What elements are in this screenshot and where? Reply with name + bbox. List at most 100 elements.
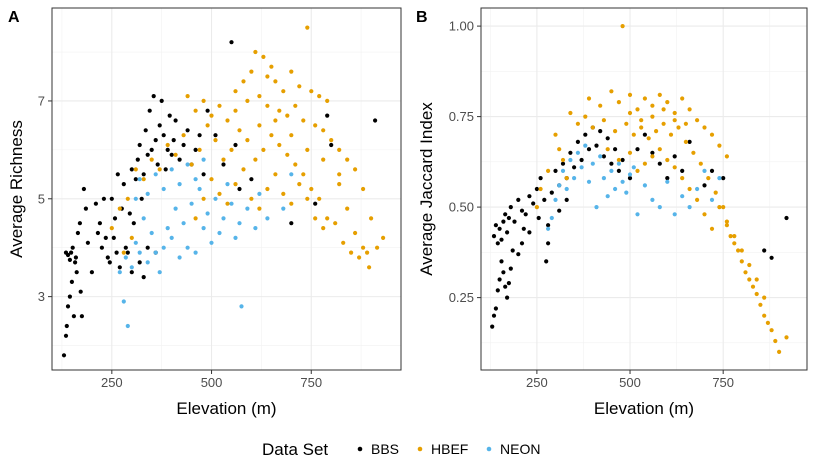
point-bbs (159, 98, 164, 103)
x-tick-label: 750 (712, 375, 734, 390)
point-hbef (680, 96, 685, 101)
point-hbef (616, 100, 622, 105)
point-bbs (769, 255, 774, 260)
point-hbef (201, 196, 206, 201)
point-bbs (67, 294, 72, 299)
point-hbef (165, 142, 170, 148)
point-bbs (560, 161, 566, 166)
point-hbef (317, 196, 322, 201)
point-bbs (490, 324, 495, 329)
point-bbs (109, 196, 114, 201)
point-neon (193, 250, 198, 255)
point-hbef (325, 98, 330, 103)
point-bbs (147, 108, 152, 113)
point-hbef (313, 123, 318, 128)
point-bbs (553, 168, 558, 173)
point-hbef (305, 196, 310, 201)
point-neon (201, 226, 206, 231)
y-tick-label: 7 (38, 93, 45, 108)
point-hbef (381, 235, 386, 240)
point-neon (557, 183, 562, 188)
point-bbs (531, 201, 536, 206)
point-bbs (501, 219, 506, 224)
point-neon (193, 177, 198, 182)
point-hbef (754, 291, 759, 297)
point-bbs (506, 281, 511, 286)
point-hbef (717, 143, 722, 148)
y-axis-title: Average Jaccard Index (417, 102, 436, 276)
point-hbef (253, 49, 258, 55)
point-hbef (205, 123, 210, 128)
series-hbef-a (109, 25, 386, 270)
point-hbef (654, 129, 659, 134)
point-hbef (289, 201, 294, 206)
point-bbs (289, 221, 294, 226)
point-bbs (635, 147, 640, 152)
point-hbef (620, 24, 625, 29)
point-neon (229, 201, 234, 206)
point-bbs (75, 230, 80, 236)
point-neon (702, 168, 707, 173)
point-hbef (627, 92, 633, 97)
point-bbs (167, 113, 172, 118)
point-bbs (61, 353, 67, 358)
point-neon (141, 216, 146, 221)
point-hbef (249, 196, 254, 201)
point-hbef (657, 147, 662, 152)
point-hbef (193, 108, 198, 113)
y-tick-label: 0.25 (449, 290, 474, 305)
series-bbs-b (490, 125, 789, 329)
panel-border-a (51, 7, 402, 371)
series-hbef-b (534, 24, 789, 354)
point-hbef (736, 248, 741, 253)
point-hbef (265, 74, 270, 79)
point-neon (579, 165, 584, 170)
point-bbs (65, 252, 71, 258)
point-hbef (225, 118, 230, 123)
point-neon (624, 190, 629, 195)
point-hbef (361, 245, 366, 250)
point-neon (125, 323, 130, 329)
point-bbs (129, 270, 134, 275)
point-neon (672, 212, 677, 217)
point-hbef (672, 118, 677, 123)
point-hbef (253, 157, 258, 162)
point-hbef (624, 121, 629, 126)
point-bbs (620, 157, 625, 163)
point-neon (161, 245, 166, 250)
point-hbef (750, 284, 756, 289)
point-bbs (127, 211, 132, 216)
point-bbs (519, 208, 525, 213)
point-neon (642, 183, 648, 188)
point-neon (157, 270, 162, 275)
point-hbef (193, 216, 198, 221)
point-hbef (784, 335, 789, 340)
point-hbef (724, 219, 730, 224)
point-neon (620, 179, 625, 184)
point-hbef (739, 259, 744, 264)
point-bbs (762, 248, 767, 253)
point-bbs (516, 197, 521, 202)
point-hbef (333, 221, 338, 226)
point-bbs (95, 230, 100, 236)
point-neon (253, 226, 258, 231)
point-bbs (99, 245, 104, 250)
point-bbs (680, 168, 685, 173)
point-hbef (586, 96, 592, 101)
point-hbef (367, 265, 372, 270)
point-neon (137, 250, 142, 255)
point-bbs (516, 252, 521, 257)
point-hbef (713, 190, 718, 195)
point-hbef (249, 69, 254, 74)
point-bbs (575, 139, 581, 144)
point-hbef (297, 84, 302, 89)
point-neon (185, 245, 190, 250)
point-bbs (709, 168, 715, 173)
point-bbs (73, 260, 78, 265)
point-neon (177, 182, 182, 187)
x-tick-label: 750 (300, 375, 322, 390)
point-hbef (672, 165, 677, 170)
point-neon (257, 191, 262, 196)
point-bbs (503, 212, 508, 217)
point-hbef (285, 113, 290, 118)
